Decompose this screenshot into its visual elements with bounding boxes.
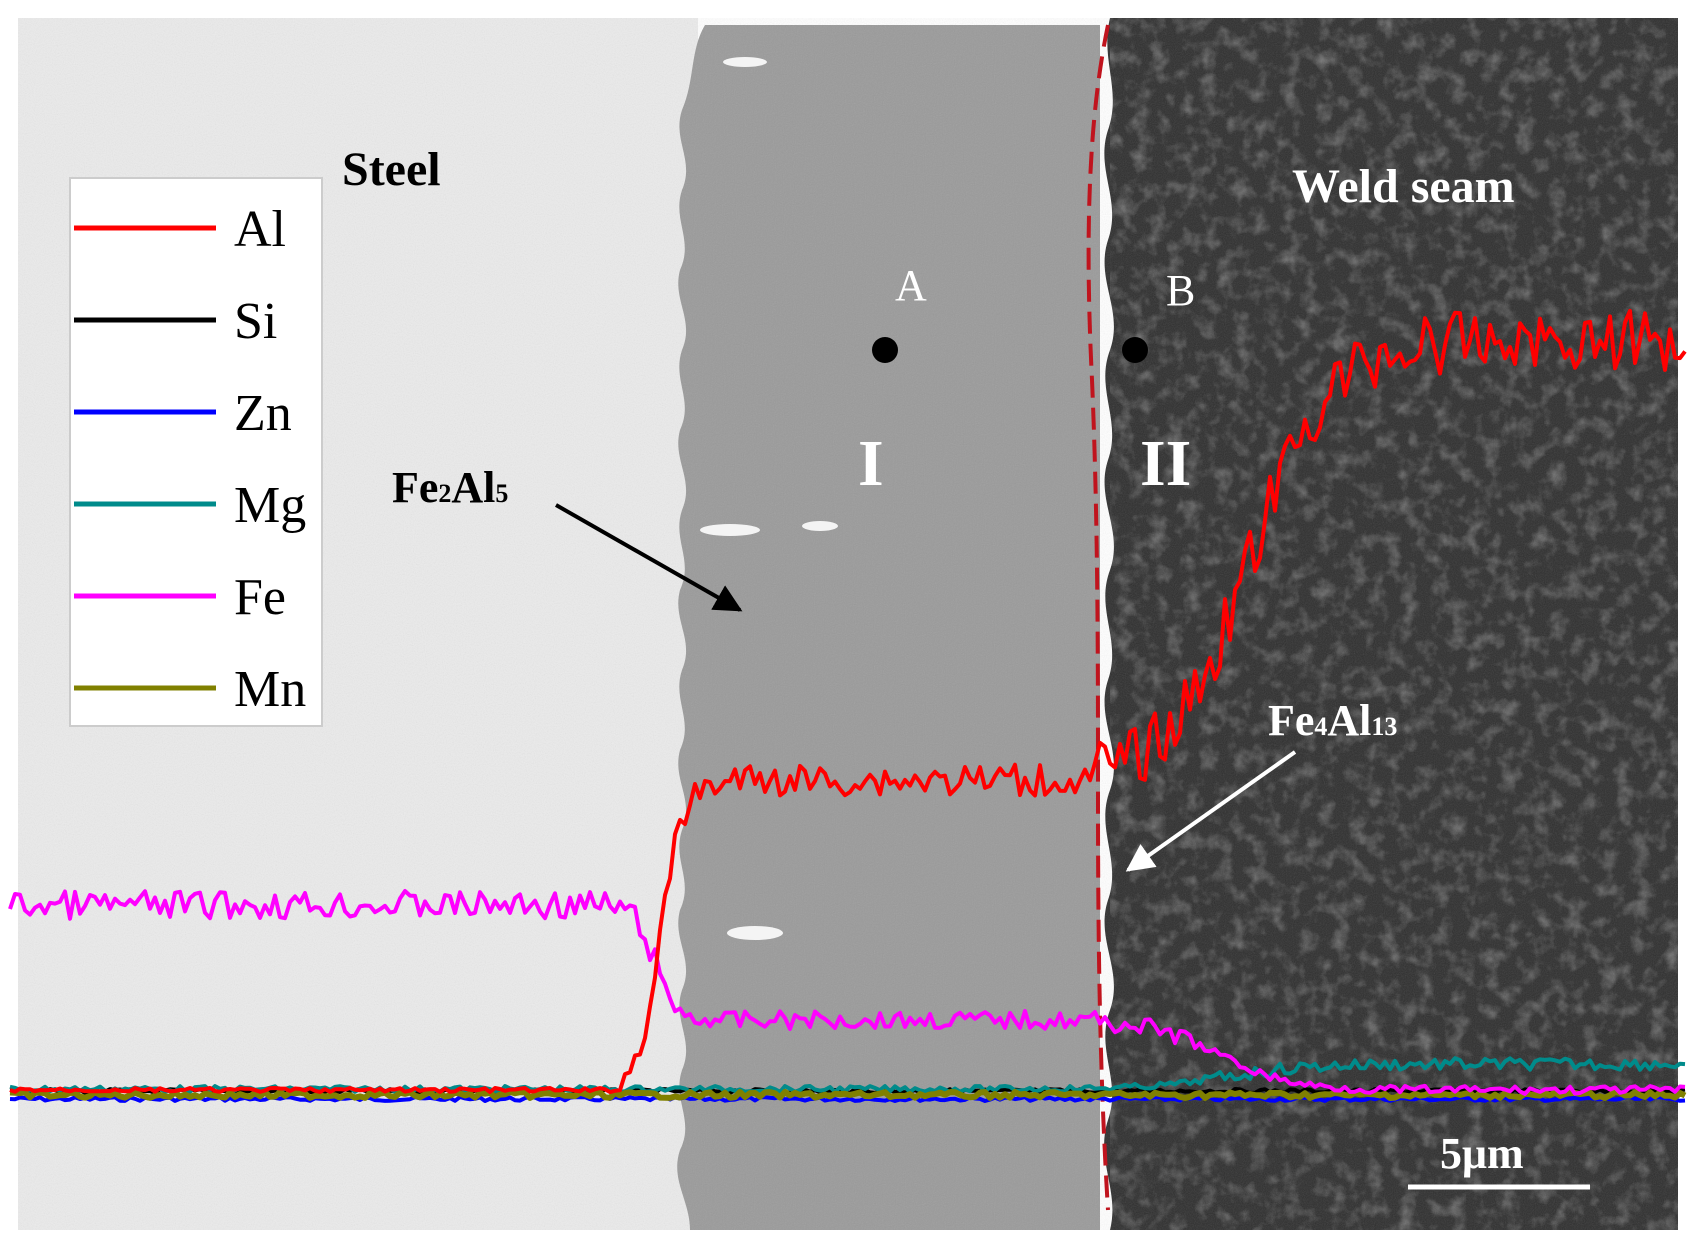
layer-i-label: I: [858, 427, 884, 500]
legend-label-si: Si: [234, 293, 277, 350]
fe2al5-label: Fe2Al5: [392, 463, 508, 512]
fe4al13-sub1: 4: [1314, 712, 1327, 741]
legend-label-fe: Fe: [234, 569, 286, 626]
legend-box: [69, 177, 323, 727]
legend-label-zn: Zn: [234, 385, 292, 442]
steel-label: Steel: [342, 143, 441, 196]
eds-line-scan: [8, 308, 1687, 1103]
fe2al5-al: Al: [451, 463, 495, 512]
fe4al13-sub2: 13: [1371, 712, 1397, 741]
point-b-marker: [1122, 337, 1148, 363]
fe2al5-inclusions: [700, 57, 838, 940]
trace-mn: [9, 1089, 1687, 1101]
weld-seam-label: Weld seam: [1292, 160, 1515, 213]
trace-al: [9, 308, 1687, 1094]
fe4al13-arrow: [1125, 750, 1297, 872]
fe2al5-sub2: 5: [495, 479, 508, 508]
scale-bar-label: 5μm: [1440, 1129, 1524, 1178]
fe4al13-fe: Fe: [1268, 696, 1314, 745]
point-b-label: B: [1166, 266, 1195, 315]
fe2al5-sub1: 2: [438, 479, 451, 508]
legend-label-al: Al: [234, 201, 286, 258]
fe4al13-al: Al: [1327, 696, 1371, 745]
legend: [69, 177, 323, 727]
trace-mg: [9, 1056, 1686, 1094]
fe2al5-arrow: [555, 503, 743, 612]
point-a-label: A: [895, 261, 927, 310]
layer-ii-label: II: [1140, 427, 1191, 500]
legend-label-mg: Mg: [234, 477, 306, 534]
fe2al5-fe: Fe: [392, 463, 438, 512]
point-a-marker: [872, 337, 898, 363]
trace-fe: [8, 889, 1686, 1096]
fe4al13-label: Fe4Al13: [1268, 696, 1397, 745]
legend-label-mn: Mn: [234, 661, 306, 718]
